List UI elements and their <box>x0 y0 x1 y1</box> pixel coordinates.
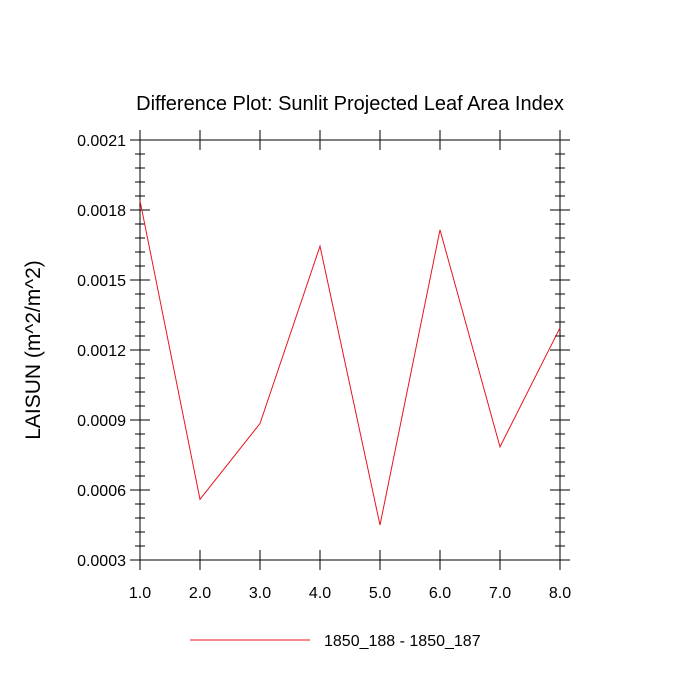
y-axis-ticks: 0.0003 0.0006 0.0009 0.0012 0.0015 0.0018 0.00… <box>77 133 570 570</box>
y-axis-label: LAISUN (m^2/m^2) <box>22 260 45 440</box>
y-tick-label: 0.0015 <box>77 273 126 290</box>
plot-frame <box>139 139 561 561</box>
x-tick-label: 5.0 <box>369 585 391 602</box>
x-tick-label: 7.0 <box>489 585 511 602</box>
x-tick-label: 6.0 <box>429 585 451 602</box>
series-line <box>139 200 561 526</box>
series-layer <box>139 200 561 526</box>
x-tick-label: 8.0 <box>549 585 571 602</box>
legend-label: 1850_188 - 1850_187 <box>324 633 481 650</box>
x-tick-label: 1.0 <box>129 585 151 602</box>
y-tick-label: 0.0009 <box>77 413 126 430</box>
legend: 1850_188 - 1850_187 <box>190 633 481 650</box>
y-tick-label: 0.0021 <box>77 133 126 150</box>
x-tick-label: 4.0 <box>309 585 331 602</box>
chart-title: Difference Plot: Sunlit Projected Leaf A… <box>136 93 564 115</box>
y-tick-label: 0.0018 <box>77 203 126 220</box>
y-tick-label: 0.0012 <box>77 343 126 360</box>
x-tick-label: 2.0 <box>189 585 211 602</box>
x-tick-label: 3.0 <box>249 585 271 602</box>
y-tick-label: 0.0003 <box>77 553 126 570</box>
y-tick-label: 0.0006 <box>77 483 126 500</box>
x-axis-ticks: 1.0 2.0 3.0 4.0 5.0 6.0 7.0 8.0 <box>129 130 571 602</box>
